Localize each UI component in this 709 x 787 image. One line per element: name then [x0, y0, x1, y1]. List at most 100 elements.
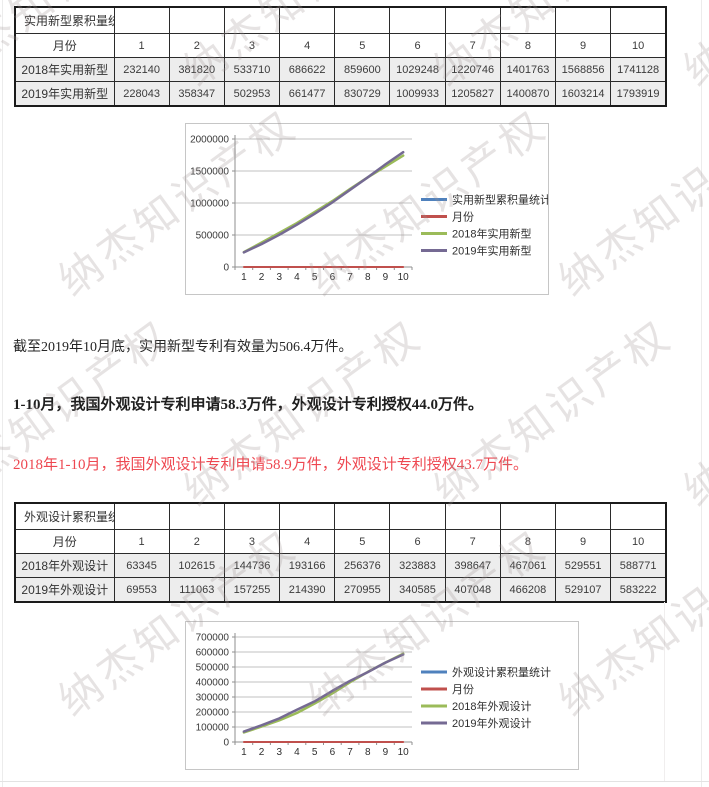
y-tick-label: 700000	[196, 633, 230, 644]
page-left-edge	[2, 0, 3, 787]
legend-label: 2019年外观设计	[452, 716, 531, 730]
table-cell: 8	[499, 529, 557, 554]
table-cell: 9	[554, 33, 612, 58]
table-cell: 407048	[444, 577, 501, 603]
y-tick-label: 0	[223, 263, 229, 274]
table-cell: 1400870	[499, 81, 557, 107]
table-cell: 1603214	[554, 81, 612, 107]
table-cell	[554, 502, 612, 530]
table-cell: 5	[334, 33, 391, 58]
table-cell: 214390	[279, 577, 336, 603]
x-tick-label: 5	[312, 747, 318, 758]
table-cell: 1205827	[444, 81, 501, 107]
table-cell: 256376	[334, 553, 391, 578]
table-row: 外观设计累积量统计	[14, 502, 667, 530]
table-cell: 10	[610, 529, 667, 554]
x-tick-label: 4	[294, 747, 300, 758]
table-cell	[168, 6, 225, 34]
table-cell: 8	[499, 33, 557, 58]
table-cell: 102615	[168, 553, 225, 578]
table-cell: 381820	[168, 57, 225, 82]
table-cell: 3	[223, 33, 281, 58]
x-tick-label: 7	[347, 272, 353, 283]
table-cell: 69553	[113, 577, 170, 603]
y-tick-label: 1500000	[190, 167, 229, 178]
design-patent-line-chart: 0 100000 200000 300000 400000 500000 600000 700…	[185, 621, 579, 770]
x-tick-label: 1	[241, 272, 247, 283]
table-row: 2019年实用新型 228043 358347 502953 661477 830729…	[14, 81, 667, 107]
y-tick-label: 100000	[196, 723, 230, 734]
table-cell	[279, 6, 336, 34]
table-cell	[279, 502, 336, 530]
bottom-divider	[0, 781, 709, 782]
table-cell	[444, 6, 501, 34]
series-label-cell: 2019年实用新型	[14, 81, 115, 107]
legend-label: 2018年实用新型	[452, 227, 531, 241]
table-cell: 193166	[279, 553, 336, 578]
table-cell	[499, 6, 557, 34]
table-cell: 3	[223, 529, 281, 554]
table-cell: 583222	[610, 577, 667, 603]
table-cell: 340585	[389, 577, 446, 603]
table-cell: 5	[334, 529, 391, 554]
watermark-text: 纳杰知识产权	[549, 101, 709, 305]
table-cell: 7	[444, 33, 501, 58]
legend-label: 2018年外观设计	[452, 699, 531, 713]
table-cell	[389, 502, 446, 530]
table-row: 月份 1 2 3 4 5 6 7 8 9 10	[14, 529, 667, 554]
table-cell	[168, 502, 225, 530]
legend-label: 外观设计累积量统计	[452, 666, 551, 679]
table-cell: 529551	[554, 553, 612, 578]
x-tick-label: 10	[398, 747, 410, 758]
legend-label: 2019年实用新型	[452, 244, 531, 258]
series-line	[242, 150, 405, 254]
utility-model-line-chart: 0 500000 1000000 1500000 2000000 1 2 3 4 5 6 7 8 9 10 实…	[185, 123, 551, 295]
table-row: 月份 1 2 3 4 5 6 7 8 9 10	[14, 33, 667, 58]
table-cell: 10	[610, 33, 667, 58]
y-tick-label: 200000	[196, 708, 230, 719]
table-cell: 2	[168, 33, 225, 58]
table-cell: 7	[444, 529, 501, 554]
table-cell: 232140	[113, 57, 170, 82]
table-cell: 9	[554, 529, 612, 554]
table-cell	[223, 6, 281, 34]
table-cell	[113, 6, 170, 34]
x-tick-label: 2	[259, 272, 265, 283]
table-cell: 533710	[223, 57, 281, 82]
table-cell: 6	[389, 529, 446, 554]
table-cell: 686622	[279, 57, 336, 82]
x-tick-label: 8	[365, 272, 371, 283]
table-cell: 1793919	[610, 81, 667, 107]
table-cell: 398647	[444, 553, 501, 578]
table-cell: 1220746	[444, 57, 501, 82]
y-tick-label: 500000	[196, 663, 230, 674]
table-cell	[334, 6, 391, 34]
table-row: 2019年外观设计 69553 111063 157255 214390 270955 3…	[14, 577, 667, 603]
table-cell: 466208	[499, 577, 557, 603]
y-tick-label: 2000000	[190, 135, 229, 146]
table-cell	[554, 6, 612, 34]
x-tick-label: 6	[330, 747, 336, 758]
table-cell	[444, 502, 501, 530]
y-tick-label: 500000	[196, 231, 230, 242]
x-tick-label: 2	[259, 747, 265, 758]
table-cell: 1568856	[554, 57, 612, 82]
table-cell	[610, 6, 667, 34]
table-cell: 502953	[223, 81, 281, 107]
table-cell	[334, 502, 391, 530]
paragraph-design-2019-bold: 1-10月，我国外观设计专利申请58.3万件，外观设计专利授权44.0万件。	[13, 397, 483, 413]
table-cell: 157255	[223, 577, 281, 603]
table-cell: 1741128	[610, 57, 667, 82]
chart-svg: 0 100000 200000 300000 400000 500000 600000 700…	[196, 633, 551, 759]
table-cell: 358347	[168, 81, 225, 107]
table-cell: 111063	[168, 577, 225, 603]
x-tick-label: 7	[347, 747, 353, 758]
table-cell: 661477	[279, 81, 336, 107]
table-row: 2018年实用新型 232140 381820 533710 686622 859600…	[14, 57, 667, 82]
x-tick-label: 5	[312, 272, 318, 283]
y-tick-label: 300000	[196, 693, 230, 704]
page-right-edge	[701, 0, 702, 787]
